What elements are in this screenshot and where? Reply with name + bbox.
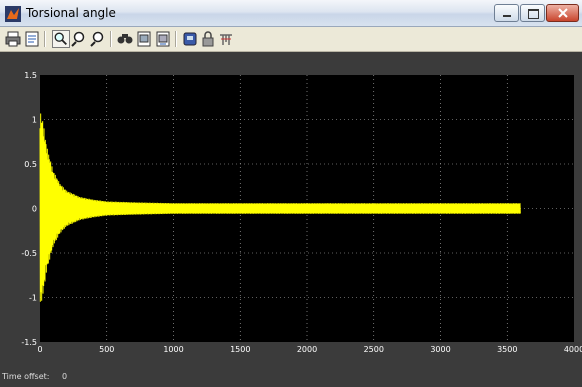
y-tick-label: -0.5 [21,249,37,258]
signal-trace [39,113,521,302]
print-button[interactable] [4,30,22,48]
print-icon [5,31,21,47]
x-tick-label: 4000 [564,345,582,354]
parameters-button[interactable] [23,30,41,48]
lock-icon [202,31,214,47]
window-title: Torsional angle [26,6,116,20]
close-icon [558,8,568,18]
y-tick-label: 0 [32,205,37,214]
status-bar: Time offset: 0 [0,367,582,387]
floating-scope-button[interactable] [181,30,199,48]
y-tick-label: -1.5 [21,338,37,347]
zoom-y-icon [90,31,104,47]
torsional-angle-chart[interactable]: 0 500 1000 1500 2000 2500 3000 3500 4000 1.5 1 0.5… [0,52,582,367]
x-tick-label: 1500 [230,345,250,354]
y-tick-labels: 1.5 1 0.5 0 -0.5 -1 -1.5 [21,71,37,347]
scope-plot-area: 0 500 1000 1500 2000 2500 3000 3500 4000 1.5 1 0.5… [0,52,582,367]
toolbar-separator [110,31,112,47]
x-tick-label: 2500 [364,345,384,354]
y-tick-label: 0.5 [24,160,37,169]
y-tick-label: 1 [32,116,37,125]
y-tick-label: -1 [29,294,37,303]
scope-toolbar [0,27,582,52]
matlab-scope-icon [5,6,21,22]
x-tick-label: 0 [37,345,42,354]
signal-selection-button[interactable] [217,30,235,48]
floating-scope-icon [183,32,197,46]
x-tick-label: 2000 [297,345,317,354]
autoscale-icon [117,34,133,44]
x-tick-label: 1000 [163,345,183,354]
signal-selection-icon [220,34,232,45]
lock-button[interactable] [199,30,217,48]
restore-axes-icon [156,31,170,47]
restore-axes-button[interactable] [154,30,172,48]
signal-line [39,113,521,302]
close-button[interactable] [546,4,579,22]
zoom-y-button[interactable] [89,30,107,48]
toolbar-separator [175,31,177,47]
x-tick-label: 500 [99,345,114,354]
title-bar: Torsional angle [0,0,582,27]
minimize-icon [503,15,511,17]
save-axes-button[interactable] [135,30,153,48]
minimize-button[interactable] [494,4,519,22]
x-tick-label: 3500 [497,345,517,354]
time-offset-label: Time offset: [2,372,50,381]
zoom-button[interactable] [52,30,70,48]
save-axes-icon [137,31,151,47]
zoom-x-button[interactable] [71,30,89,48]
autoscale-button[interactable] [116,30,134,48]
parameters-icon [25,31,39,47]
time-offset-value: 0 [62,372,68,381]
x-tick-labels: 0 500 1000 1500 2000 2500 3000 3500 4000 [37,345,582,354]
zoom-x-icon [71,31,85,47]
maximize-icon [528,9,539,19]
zoom-icon [54,32,67,45]
maximize-button[interactable] [520,4,545,22]
x-tick-label: 3000 [430,345,450,354]
y-tick-label: 1.5 [24,71,37,80]
toolbar-separator [44,31,46,47]
